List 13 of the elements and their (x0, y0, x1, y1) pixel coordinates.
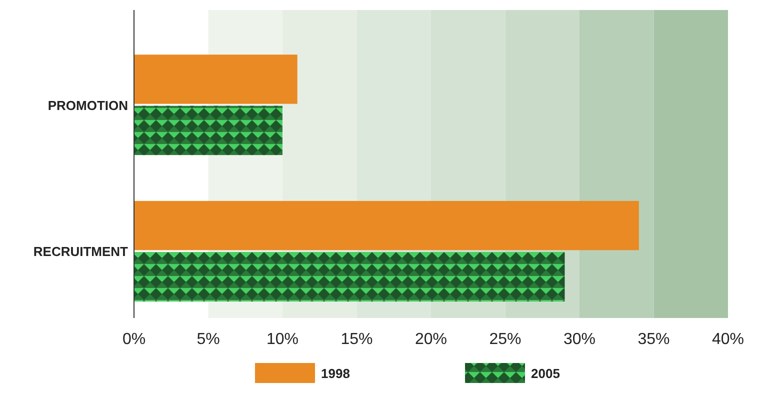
x-tick-label: 20% (414, 331, 448, 348)
x-tick-label: 25% (489, 331, 522, 348)
x-tick-label: 15% (340, 331, 373, 348)
x-tick-label: 0% (122, 331, 146, 348)
x-tick-label: 10% (266, 331, 299, 348)
x-tick-label: 5% (196, 331, 220, 348)
x-tick-label: 40% (712, 331, 744, 348)
x-tick-label: 35% (638, 331, 670, 348)
y-tick-label: RECRUITMENT (33, 244, 128, 260)
legend-label: 1998 (321, 366, 350, 381)
y-tick-label: PROMOTION (48, 98, 128, 113)
x-tick-label: 30% (563, 331, 596, 348)
legend-label: 2005 (531, 366, 560, 381)
